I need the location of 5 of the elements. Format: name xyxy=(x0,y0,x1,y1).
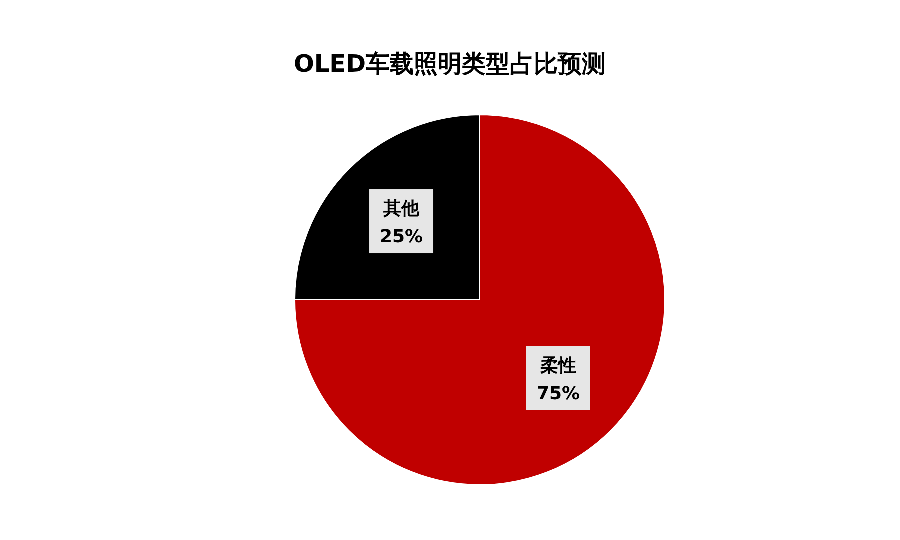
chart-title: OLED车载照明类型占比预测 xyxy=(294,50,606,78)
slice-label: 其他 xyxy=(382,198,421,220)
data-label: 25% xyxy=(380,226,424,248)
data-label: 75% xyxy=(536,383,580,404)
slice-label: 柔性 xyxy=(539,355,576,376)
